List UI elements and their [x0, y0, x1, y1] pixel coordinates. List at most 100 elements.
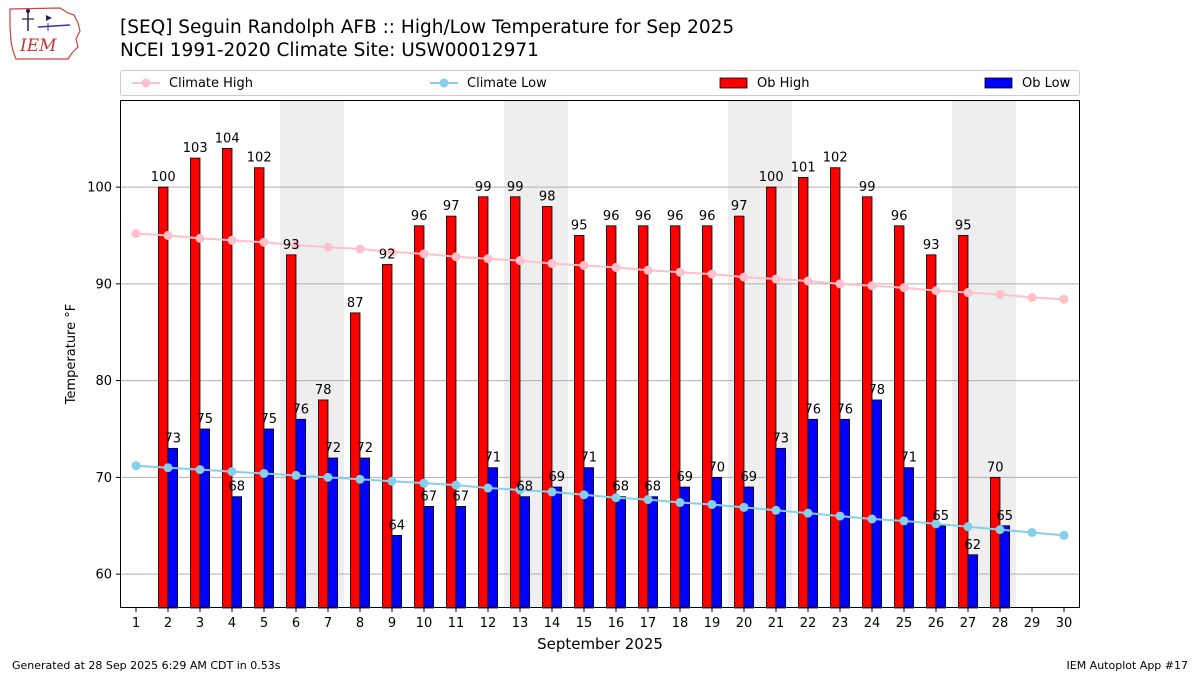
- climate-high-point: [835, 279, 845, 289]
- ob-low-label: 76: [805, 402, 822, 417]
- x-tick-label: 9: [388, 616, 396, 631]
- legend-line-icon: [132, 78, 160, 88]
- x-tick-label: 5: [260, 616, 268, 631]
- bars: [157, 147, 1011, 609]
- climate-low-point: [707, 499, 717, 509]
- ob-low-label: 76: [837, 402, 854, 417]
- x-tick-label: 2: [164, 616, 172, 631]
- ob-high-bar: [157, 186, 169, 609]
- ob-high-label: 95: [571, 218, 588, 233]
- legend-label: Ob High: [757, 75, 810, 91]
- ob-low-bar: [775, 447, 787, 609]
- ob-low-bar: [263, 428, 275, 609]
- ob-low-label: 71: [581, 451, 598, 466]
- ob-low-label: 69: [741, 470, 758, 485]
- x-tick-label: 19: [704, 616, 721, 631]
- ob-high-label: 99: [859, 180, 876, 195]
- ob-low-label: 71: [901, 451, 918, 466]
- ob-low-bar: [999, 525, 1011, 609]
- ob-low-label: 68: [517, 480, 534, 495]
- y-tick-label: 60: [95, 568, 112, 583]
- climate-low-point: [771, 505, 781, 515]
- ob-low-label: 73: [165, 431, 182, 446]
- climate-high-point: [387, 247, 397, 257]
- x-tick-label: 11: [448, 616, 465, 631]
- x-tick-label: 27: [960, 616, 977, 631]
- plot-frame: [120, 100, 1080, 608]
- climate-low-point: [579, 490, 589, 500]
- ob-high-label: 87: [347, 296, 364, 311]
- ob-high-bar: [798, 177, 809, 609]
- ob-low-label: 71: [485, 451, 502, 466]
- legend-item-climate-high: Climate High: [131, 71, 253, 95]
- ob-high-label: 98: [539, 189, 556, 204]
- ob-low-label: 67: [453, 489, 470, 504]
- climate-low-line: [135, 464, 1065, 537]
- x-tick-label: 15: [576, 616, 593, 631]
- climate-low-point: [419, 478, 429, 488]
- climate-low-point: [291, 470, 301, 480]
- ob-low-bar: [391, 535, 403, 609]
- climate-high-point: [355, 244, 365, 254]
- climate-low-point: [355, 474, 365, 484]
- ob-high-label: 102: [823, 151, 848, 166]
- y-tick-label: 70: [95, 471, 112, 486]
- ob-low-label: 72: [357, 441, 374, 456]
- x-tick-label: 28: [992, 616, 1009, 631]
- climate-low-point: [835, 511, 845, 521]
- climate-high-point: [323, 242, 333, 252]
- ob-high-label: 101: [791, 160, 816, 175]
- ob-low-bar: [871, 399, 883, 609]
- ob-low-label: 62: [965, 538, 982, 553]
- iem-logo: IEM: [9, 7, 81, 60]
- climate-high-point: [771, 274, 781, 284]
- x-tick-label: 4: [228, 616, 236, 631]
- ob-high-bar: [221, 147, 233, 609]
- x-tick-label: 22: [800, 616, 817, 631]
- ob-high-bar: [349, 312, 361, 609]
- climate-high-point: [867, 281, 877, 291]
- climate-high-point: [995, 289, 1005, 299]
- x-tick-label: 14: [544, 616, 561, 631]
- climate-low-point: [739, 502, 749, 512]
- climate-high-point: [707, 269, 717, 279]
- ob-high-bar: [413, 225, 425, 609]
- ob-high-label: 93: [283, 238, 300, 253]
- ob-low-bar: [199, 428, 211, 609]
- ob-high-label: 96: [603, 209, 620, 224]
- chart-title: [SEQ] Seguin Randolph AFB :: High/Low Te…: [120, 17, 735, 38]
- climate-high-point: [739, 272, 749, 282]
- ob-low-bar: [519, 496, 531, 609]
- climate-high-point: [515, 256, 525, 266]
- ob-low-label: 68: [613, 480, 630, 495]
- ob-low-label: 65: [997, 509, 1014, 524]
- x-tick-label: 18: [672, 616, 689, 631]
- climate-low-point: [931, 519, 941, 529]
- legend-line-icon: [430, 78, 458, 88]
- climate-high-point: [163, 230, 173, 240]
- climate-low-point: [131, 461, 141, 471]
- climate-high-point: [899, 283, 909, 293]
- x-tick-label: 21: [768, 616, 785, 631]
- ob-low-label: 68: [645, 480, 662, 495]
- ob-high-label: 102: [247, 151, 272, 166]
- ob-low-label: 72: [325, 441, 342, 456]
- ob-low-bar: [583, 467, 595, 609]
- climate-lines: [131, 229, 1069, 540]
- ob-low-bar: [711, 476, 723, 609]
- climate-high-point: [1059, 294, 1069, 304]
- chart-subtitle: NCEI 1991-2020 Climate Site: USW00012971: [120, 40, 539, 61]
- ob-high-label: 100: [759, 170, 784, 185]
- x-tick-label: 8: [356, 616, 364, 631]
- climate-high-point: [579, 260, 589, 270]
- ob-high-label: 96: [891, 209, 908, 224]
- climate-low-point: [899, 516, 909, 526]
- ob-low-bar: [903, 467, 915, 609]
- climate-low-point: [515, 485, 525, 495]
- climate-low-point: [483, 483, 493, 493]
- ob-low-bar: [647, 496, 659, 609]
- ob-low-label: 75: [261, 412, 278, 427]
- ob-low-bar: [455, 505, 467, 609]
